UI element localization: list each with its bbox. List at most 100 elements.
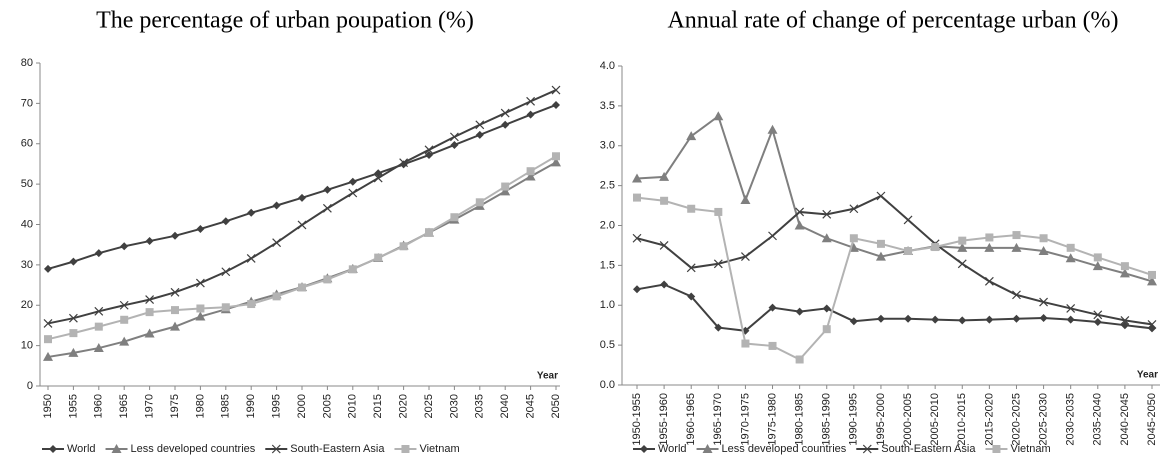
legend-label: South-Eastern Asia [881,443,976,455]
y-tick-label: 60 [21,138,33,150]
y-tick-label: 70 [21,97,33,109]
marker [298,193,306,202]
marker [1119,268,1130,278]
marker [144,328,155,338]
legend-item: Less developed countries [696,443,847,455]
marker [500,186,511,196]
marker [686,131,697,141]
marker [992,445,1001,453]
marker [526,110,535,119]
y-tick-label: 30 [21,259,33,271]
marker [660,280,669,289]
series-line [636,194,1153,326]
series-line [636,196,1153,361]
chart: Annual rate of change of percentage urba… [600,8,1160,455]
marker [323,275,332,284]
marker [551,85,561,95]
x-tick-label: 1965 [118,394,130,418]
marker [985,315,994,324]
x-tick-label: 1980 [194,394,206,418]
marker [687,204,696,213]
marker [195,311,206,321]
marker [768,303,777,312]
y-tick-label: 1.5 [600,259,615,271]
x-tick-label: 2005 [321,394,333,418]
marker [1012,314,1021,323]
x-tick-label: 2035-2040 [1092,393,1104,446]
y-tick-label: 50 [21,178,33,190]
legend-item: Vietnam [985,443,1051,455]
marker [1093,253,1102,262]
marker [247,300,256,309]
chart: The percentage of urban poupation (%) 0 10… [21,8,562,455]
marker [221,303,230,312]
marker [768,341,777,350]
marker [931,315,940,324]
marker [120,315,129,324]
marker [298,283,306,292]
y-tick-label: 3.5 [600,100,615,112]
marker [1120,315,1130,325]
marker [1148,324,1156,333]
marker [401,445,410,453]
marker [111,444,122,453]
marker [348,265,357,274]
marker [475,130,484,139]
x-tick-label: 1970-1975 [739,393,751,446]
marker [272,238,282,248]
x-tick-label: 1990-1995 [848,393,860,446]
marker [862,444,872,454]
marker [221,267,231,277]
marker [94,322,103,331]
legend-label: Vietnam [419,443,459,455]
marker [713,259,723,269]
marker [145,295,155,305]
y-tick-label: 1.0 [600,299,615,311]
y-tick-label: 40 [21,218,33,230]
chart-title: Annual rate of change of percentage urba… [667,8,1118,34]
marker [1066,315,1075,324]
x-tick-label: 1960 [93,394,105,418]
x-tick-label: 2035 [474,394,486,418]
x-tick-label: 1955 [67,394,79,418]
marker [525,171,536,181]
marker [424,145,434,155]
marker [633,285,641,294]
y-tick-label: 2.5 [600,180,615,192]
marker [501,120,510,129]
y-tick-label: 10 [21,340,33,352]
marker [68,313,78,323]
marker [659,171,670,181]
marker [687,292,696,301]
marker [659,241,669,250]
marker [348,188,358,198]
marker [43,351,53,361]
marker [821,233,832,243]
legend-label: World [67,443,96,455]
x-tick-label: 2015-2020 [983,393,995,446]
marker [500,108,510,118]
marker [552,100,560,109]
x-tick-label: 2030 [448,394,460,418]
marker [1011,242,1022,252]
y-tick-label: 80 [21,57,33,69]
marker [1093,317,1102,326]
marker [221,217,230,226]
marker [876,314,885,323]
y-tick-label: 0.5 [600,339,615,351]
marker [425,151,433,160]
marker [196,304,205,313]
marker [145,308,154,317]
legend-item: Vietnam [394,443,460,455]
marker [94,249,103,258]
marker [44,335,52,344]
marker [93,343,104,353]
x-tick-label: 2040-2045 [1119,393,1131,446]
legend-label: South-Eastern Asia [290,443,385,455]
x-tick-label: 1985 [220,394,232,418]
marker [449,132,459,142]
marker [1147,319,1157,329]
legend-item: World [42,443,96,455]
marker [904,247,913,256]
x-axis-label: Year [1137,370,1158,381]
